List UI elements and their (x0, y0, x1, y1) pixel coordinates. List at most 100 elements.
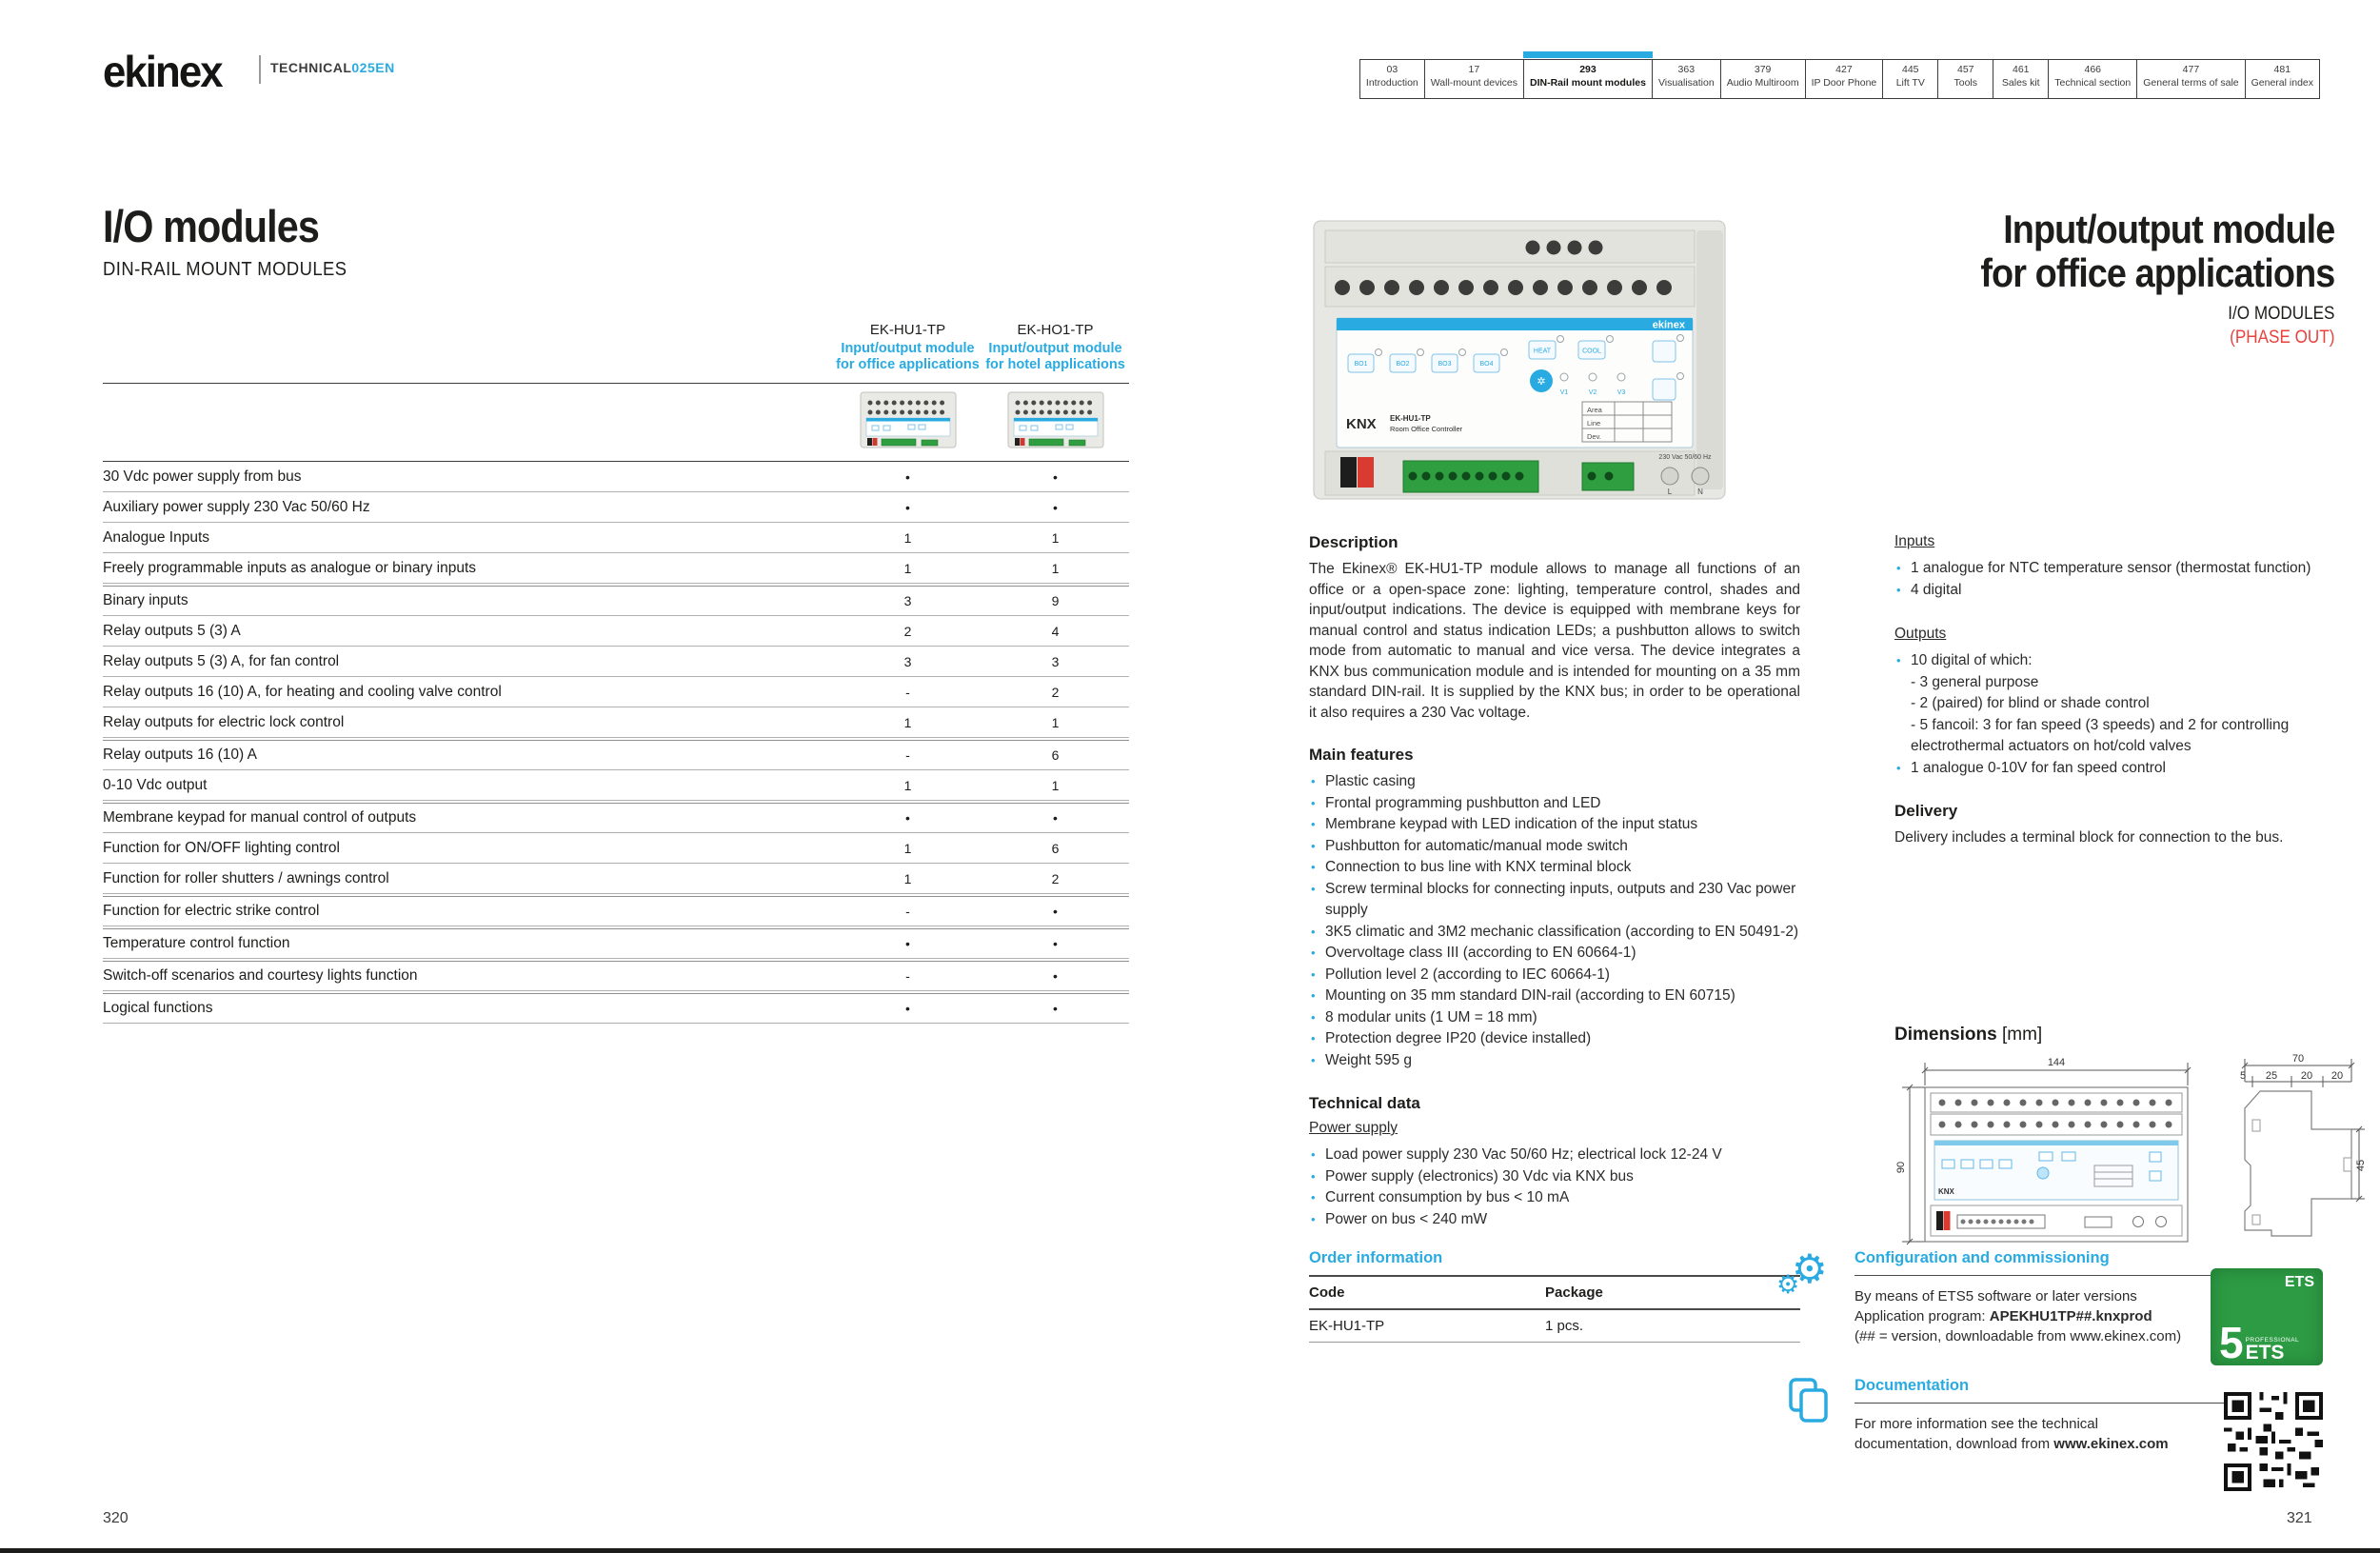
main-features-heading: Main features (1309, 746, 1414, 764)
order-table-row: EK-HU1-TP 1 pcs. (1309, 1310, 1800, 1343)
table-row: Switch-off scenarios and courtesy lights… (103, 961, 1129, 991)
value-office: • (905, 468, 910, 485)
nav-tab-label: Lift TV (1895, 77, 1925, 89)
nav-tab[interactable]: 379 Audio Multiroom (1719, 60, 1805, 98)
nav-tab[interactable]: 457 Tools (1937, 60, 1993, 98)
product-category: I/O MODULES (2227, 304, 2334, 324)
value-hotel: 2 (1051, 870, 1060, 886)
table-row: Relay outputs 5 (3) A, for fan control 3… (103, 647, 1129, 677)
feature-item: Membrane keypad with LED indication of t… (1309, 814, 1800, 836)
tech-data-item: Power supply (electronics) 30 Vdc via KN… (1309, 1166, 1800, 1188)
section-nav: 03 Introduction 17 Wall-mount devices 29… (1359, 51, 2320, 99)
value-office: • (905, 810, 910, 826)
nav-tab[interactable]: 477 General terms of sale (2136, 60, 2244, 98)
addr-dev-label: Dev. (1587, 432, 1601, 441)
nav-tab-page-number: 481 (2273, 64, 2291, 75)
product-title-block: Input/output module for office applicati… (1979, 207, 2335, 348)
order-col-package: Package (1545, 1284, 1603, 1301)
photo-btn-bo3: BO3 (1438, 361, 1451, 368)
knx-logo: KNX (1346, 416, 1377, 432)
tech-data-item: Power on bus < 240 mW (1309, 1209, 1800, 1231)
value-hotel: 4 (1051, 623, 1060, 639)
nav-tab-page-number: 293 (1579, 64, 1597, 75)
nav-tab-label: Wall-mount devices (1430, 77, 1518, 89)
nav-tab[interactable]: 293 DIN-Rail mount modules (1523, 51, 1653, 98)
value-hotel: • (1053, 810, 1058, 826)
nav-tab-label: IP Door Phone (1811, 77, 1877, 89)
nav-tab-page-number: 363 (1677, 64, 1696, 75)
description-column: Description The Ekinex® EK-HU1-TP module… (1309, 533, 1800, 1230)
documentation-text: For more information see the technical d… (1854, 1416, 2169, 1452)
dimensions-heading: Dimensions [mm] (1894, 1025, 2042, 1045)
dim-knx-label: KNX (1938, 1187, 1955, 1196)
value-hotel: • (1053, 468, 1058, 485)
product-column-office: EK-HU1-TP Input/output module for office… (834, 322, 982, 373)
value-office: 3 (903, 653, 912, 669)
table-row: Freely programmable inputs as analogue o… (103, 553, 1129, 584)
feature-item: Mounting on 35 mm standard DIN-rail (acc… (1309, 986, 1800, 1007)
table-row: 30 Vdc power supply from bus • • (103, 462, 1129, 492)
feature-item: Plastic casing (1309, 771, 1800, 793)
docref-prefix: TECHNICAL (270, 60, 352, 75)
ets-logo-professional: PROFESSIONAL (2245, 1337, 2300, 1344)
table-row: Relay outputs 5 (3) A 2 4 (103, 616, 1129, 647)
photo-btn-bo2: BO2 (1396, 361, 1409, 368)
ets-logo-label: ETS (2245, 1342, 2285, 1364)
page-number-right: 321 (2287, 1510, 2312, 1526)
feature-item: Frontal programming pushbutton and LED (1309, 793, 1800, 815)
documentation-heading: Documentation (1854, 1377, 2323, 1404)
power-rating-label: 230 Vac 50/60 Hz (1658, 454, 1712, 461)
nav-tab[interactable]: 466 Technical section (2048, 60, 2136, 98)
delivery-text: Delivery includes a terminal block for c… (1894, 829, 2284, 846)
feature-label: Relay outputs 16 (10) A, for heating and… (103, 683, 502, 700)
nav-tab[interactable]: 481 General index (2244, 60, 2319, 98)
table-row: Relay outputs for electric lock control … (103, 707, 1129, 738)
nav-tab-page-number: 445 (1902, 64, 1919, 75)
value-hotel: 3 (1051, 653, 1060, 669)
page-number-left: 320 (103, 1510, 129, 1526)
nav-tab-page-number: 03 (1386, 64, 1398, 75)
nav-tab-label: Introduction (1365, 77, 1418, 89)
output-item: - 5 fancoil: 3 for fan speed (3 speeds) … (1911, 716, 2290, 755)
table-row: Membrane keypad for manual control of ou… (103, 803, 1129, 833)
configuration-heading: Configuration and commissioning (1854, 1249, 2323, 1276)
nav-tab-label: General index (2251, 77, 2313, 89)
power-supply-list: Load power supply 230 Vac 50/60 Hz; elec… (1309, 1145, 1800, 1230)
nav-tab[interactable]: 17 Wall-mount devices (1423, 60, 1523, 98)
nav-tab[interactable]: 427 IP Door Phone (1804, 60, 1883, 98)
feature-label: Relay outputs for electric lock control (103, 713, 345, 730)
product-thumbnail (859, 390, 958, 449)
main-features-list: Plastic casingFrontal programming pushbu… (1309, 771, 1800, 1071)
product-title-line2: for office applications (1979, 250, 2335, 295)
value-office: 1 (903, 840, 912, 856)
photo-brand-label: ekinex (1653, 320, 1686, 331)
table-row: Function for electric strike control - • (103, 896, 1129, 926)
value-hotel: 1 (1051, 560, 1060, 576)
feature-label: Membrane keypad for manual control of ou… (103, 809, 417, 826)
table-row: Temperature control function • • (103, 928, 1129, 959)
nav-tab[interactable]: 363 Visualisation (1651, 60, 1720, 98)
nav-tab-page-number: 477 (2182, 64, 2200, 75)
value-hotel: 2 (1051, 684, 1060, 700)
feature-label: Freely programmable inputs as analogue o… (103, 559, 477, 576)
dim-front-height: 90 (1895, 1162, 1907, 1173)
nav-tab[interactable]: 03 Introduction (1359, 60, 1424, 98)
product-photo: ekinex BO1 BO2 BO3 BO4 HEAT COOL ✲ V1 (1313, 220, 1726, 500)
feature-label: Logical functions (103, 1000, 213, 1016)
value-office: - (905, 904, 910, 919)
addr-line-label: Line (1587, 419, 1600, 428)
photo-fan-v1: V1 (1560, 389, 1569, 396)
nav-tab[interactable]: 461 Sales kit (1993, 60, 2048, 98)
io-column: Inputs 1 analogue for NTC temperature se… (1894, 533, 2342, 848)
value-hotel: • (1053, 1001, 1058, 1016)
value-office: 1 (903, 529, 912, 546)
product-title-line1: Input/output module (2002, 207, 2335, 251)
product-code: EK-HU1-TP (869, 322, 946, 338)
dim-side-total: 70 (2292, 1053, 2304, 1065)
table-row: Auxiliary power supply 230 Vac 50/60 Hz … (103, 492, 1129, 523)
product-thumbnail-office (834, 390, 982, 454)
nav-tab[interactable]: 445 Lift TV (1882, 60, 1937, 98)
value-office: - (905, 968, 910, 984)
value-office: 1 (903, 870, 912, 886)
